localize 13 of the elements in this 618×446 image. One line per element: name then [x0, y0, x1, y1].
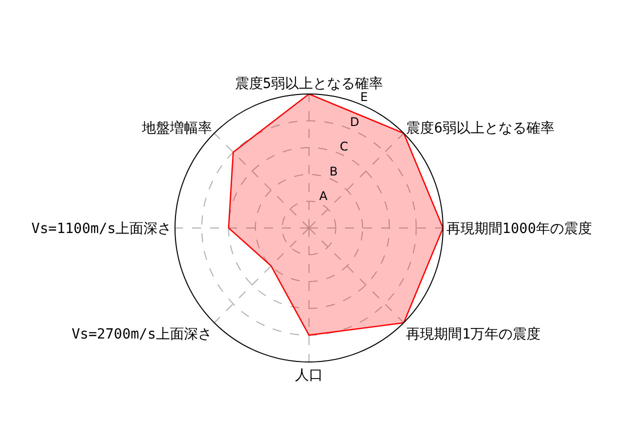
y-tick-label: D	[350, 114, 360, 129]
spoke-label: Vs=1100m/s上面深さ	[31, 220, 172, 237]
spoke-label: 再現期間1000年の震度	[446, 220, 592, 237]
spoke-label: 人口	[295, 367, 323, 384]
spoke-label: Vs=2700m/s上面深さ	[72, 326, 212, 342]
spoke-label: 震度5弱以上となる確率	[234, 76, 384, 92]
spoke-label: 地盤増幅率	[140, 119, 212, 136]
y-tick-label: E	[360, 90, 368, 104]
y-tick-label: A	[319, 189, 328, 204]
y-tick-label: B	[330, 164, 338, 178]
spoke-label: 震度6弱以上となる確率	[406, 120, 555, 136]
y-tick-label: C	[340, 140, 348, 154]
spoke-label: 再現期間1万年の震度	[406, 326, 541, 342]
